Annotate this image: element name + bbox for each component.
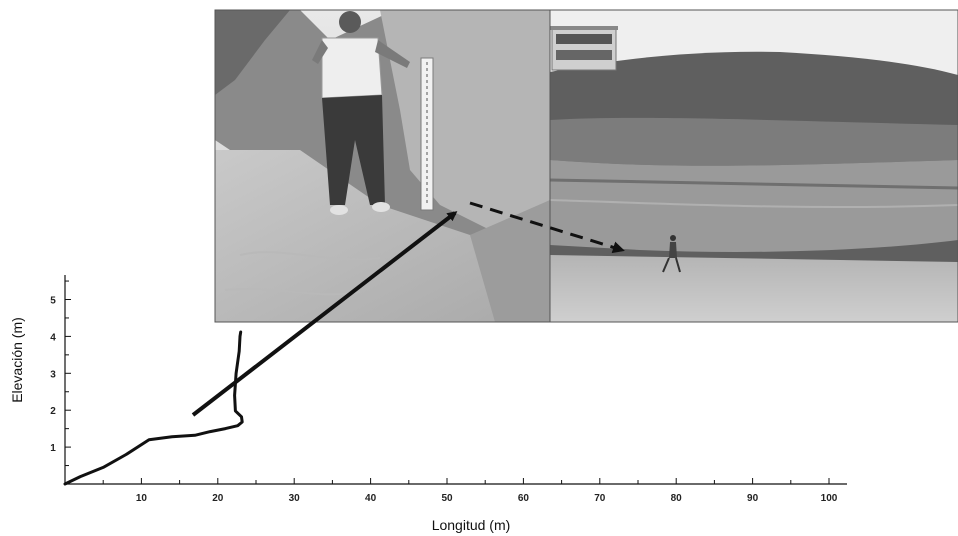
x-tick-label: 100 [821, 493, 838, 504]
y-axis-title: Elevación (m) [9, 317, 25, 403]
x-tick-label: 50 [441, 493, 453, 504]
left-photo [215, 10, 550, 322]
y-tick-label: 2 [50, 406, 56, 417]
x-axis-ticks: 10 20 30 40 50 60 70 80 90 100 [102, 478, 838, 504]
y-axis-ticks: 1 2 3 4 5 [50, 280, 71, 467]
x-tick-label: 30 [289, 493, 301, 504]
x-axis-title: Longitud (m) [432, 517, 511, 533]
x-tick-label: 90 [747, 493, 759, 504]
measuring-staff [420, 57, 434, 211]
y-tick-label: 4 [50, 332, 56, 343]
house-on-cliff [550, 26, 618, 71]
person-figure [312, 11, 410, 215]
right-photo [549, 10, 958, 323]
dashed-arrow-to-right-photo [469, 201, 625, 254]
x-tick-label: 40 [365, 493, 377, 504]
walking-person [662, 235, 681, 273]
x-tick-label: 80 [671, 493, 683, 504]
y-tick-label: 5 [50, 296, 56, 307]
x-tick-label: 10 [136, 493, 148, 504]
x-tick-label: 70 [594, 493, 606, 504]
x-tick-label: 60 [518, 493, 530, 504]
y-tick-label: 3 [50, 369, 56, 380]
elevation-profile-line [63, 330, 244, 486]
solid-arrow-to-left-photo [191, 211, 458, 417]
right-photo-frame [549, 9, 958, 323]
y-tick-label: 1 [50, 443, 56, 454]
profile-chart-axes: 10 20 30 40 50 60 70 80 90 100 1 2 3 4 5 [50, 275, 847, 504]
x-tick-label: 20 [212, 493, 224, 504]
